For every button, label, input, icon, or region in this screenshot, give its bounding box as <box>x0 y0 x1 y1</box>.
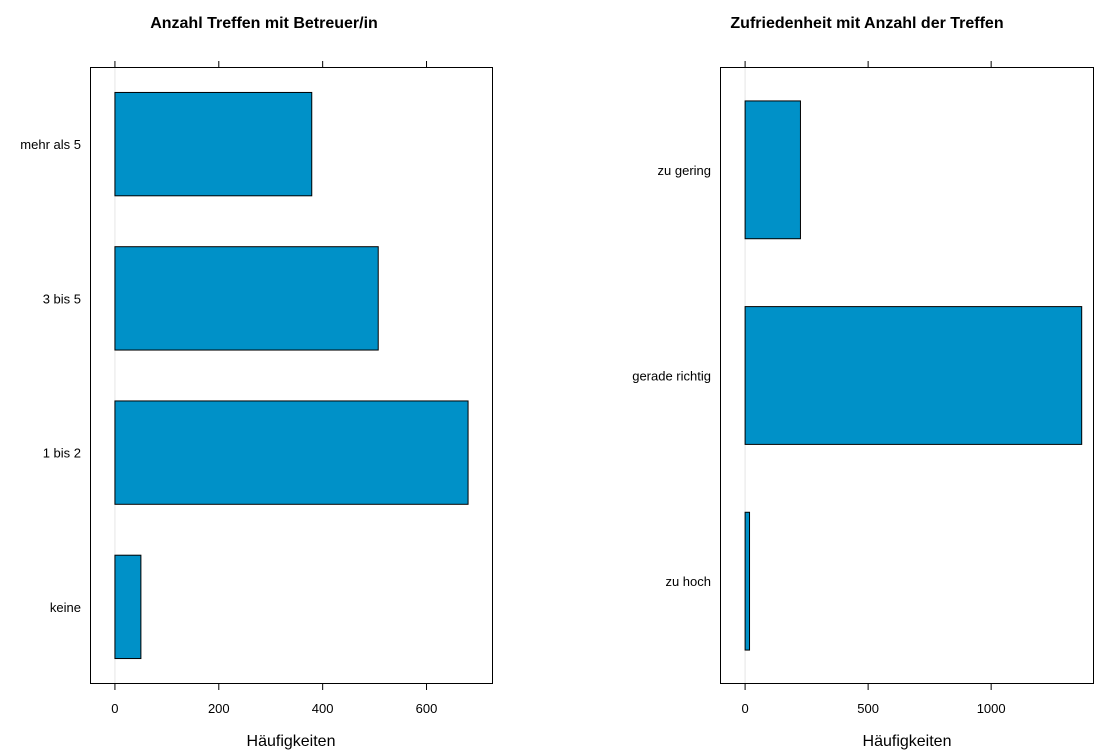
x-tick-label: 200 <box>208 701 230 716</box>
y-tick-label: gerade richtig <box>632 369 711 384</box>
x-axis-label: Häufigkeiten <box>863 733 952 750</box>
x-tick-label: 500 <box>857 701 879 716</box>
y-tick-label: zu gering <box>658 163 711 178</box>
bar <box>744 100 801 240</box>
x-tick-label: 0 <box>111 701 118 716</box>
chart-title: Anzahl Treffen mit Betreuer/in <box>150 15 378 32</box>
x-tick-label: 400 <box>312 701 334 716</box>
bar <box>114 246 379 351</box>
bar <box>114 554 142 660</box>
bar <box>744 511 751 651</box>
chart-panel-treffen: Anzahl Treffen mit Betreuer/in Häufigkei… <box>20 15 493 750</box>
plot-frame <box>90 67 493 684</box>
chart-title: Zufriedenheit mit Anzahl der Treffen <box>730 15 1003 32</box>
bar <box>114 400 469 505</box>
x-axis-label: Häufigkeiten <box>247 733 336 750</box>
y-tick-label: keine <box>50 600 81 615</box>
x-tick-label: 0 <box>741 701 748 716</box>
chart-panel-zufriedenheit: Zufriedenheit mit Anzahl der Treffen Häu… <box>632 15 1094 750</box>
y-tick-label: zu hoch <box>665 574 711 589</box>
bar <box>744 306 1083 445</box>
y-tick-label: mehr als 5 <box>20 137 81 152</box>
x-tick-label: 1000 <box>977 701 1006 716</box>
y-tick-label: 3 bis 5 <box>43 291 81 306</box>
bar <box>114 91 313 197</box>
y-tick-label: 1 bis 2 <box>43 446 81 461</box>
x-tick-label: 600 <box>416 701 438 716</box>
